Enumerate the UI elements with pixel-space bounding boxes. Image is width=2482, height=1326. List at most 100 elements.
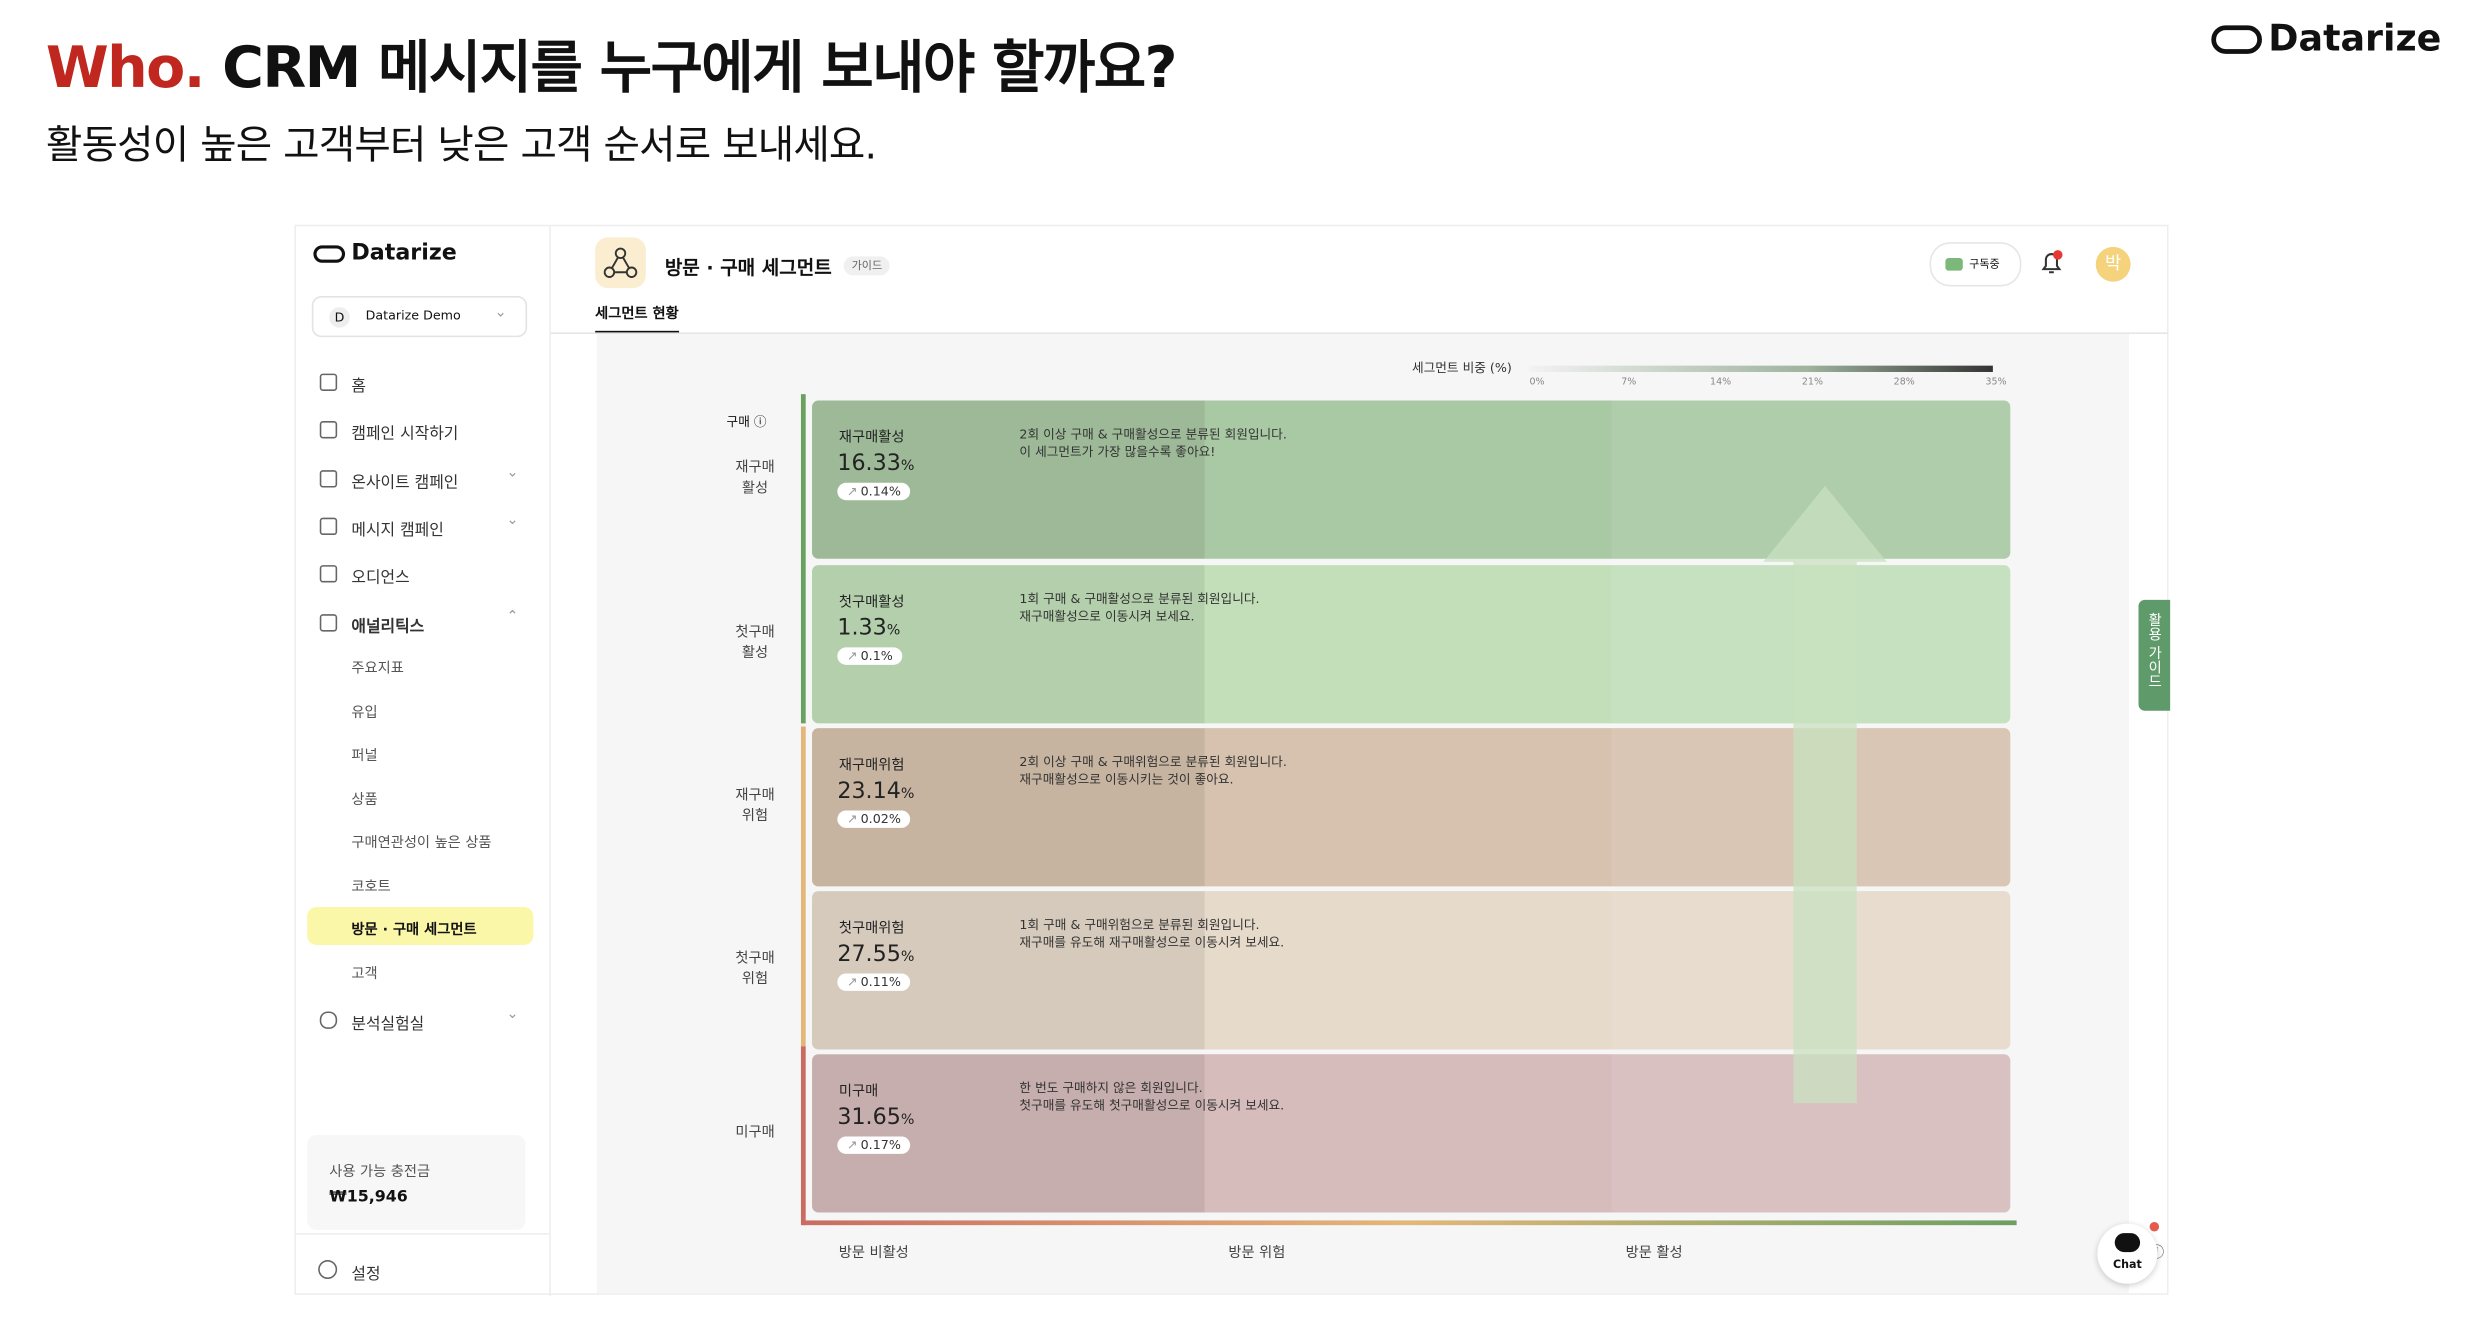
row-label-line: 위험	[741, 808, 769, 825]
chevron: ⌄	[506, 464, 519, 481]
segment-icon	[603, 247, 638, 278]
submenu-item[interactable]: 유입	[351, 705, 378, 722]
menu-icon	[319, 421, 338, 439]
menu-icon	[319, 517, 338, 535]
submenu-item[interactable]: 상품	[351, 792, 378, 809]
submenu-item[interactable]: 퍼널	[351, 748, 378, 765]
chevron: ⌄	[494, 305, 507, 322]
submenu-item[interactable]: 주요지표	[351, 661, 404, 678]
submenu-item[interactable]: 고객	[351, 966, 378, 983]
menu-item[interactable]: 오디언스	[351, 570, 410, 588]
row-label-line: 활성	[741, 645, 769, 662]
selected-bg	[307, 907, 534, 945]
app-window: Datarize D Datarize Demo ⌄ 사용 가능 충전금 ₩15…	[294, 224, 2171, 1297]
subscription-text: 구독중	[1969, 258, 2000, 271]
segment-change: ↗ 0.1%	[837, 647, 903, 665]
row-label: 재구매 활성	[715, 459, 794, 500]
guide-badge[interactable]: 가이드	[843, 256, 891, 276]
segment-change: ↗ 0.11%	[837, 973, 911, 991]
share-value: 1.33	[837, 615, 887, 642]
description-line: 재구매활성으로 이동시켜 보세요.	[1019, 609, 1195, 624]
side-tab[interactable]: 활용 가이드	[2138, 599, 2171, 711]
trend-icon: ↗	[846, 484, 858, 499]
side-tab-text: 활용 가이드	[2144, 612, 2161, 689]
change-value: 0.1%	[860, 648, 893, 664]
menu-item[interactable]: 캠페인 시작하기	[351, 426, 459, 444]
chat-button[interactable]: Chat	[2097, 1221, 2160, 1284]
menu-item[interactable]: 온사이트 캠페인	[351, 474, 459, 492]
share-unit: %	[900, 1112, 915, 1129]
y-axis-active	[800, 394, 806, 724]
subscription-badge[interactable]: 구독중	[1929, 242, 2022, 287]
change-value: 0.14%	[860, 484, 901, 499]
share-unit: %	[900, 459, 915, 475]
menu-icon	[319, 469, 338, 487]
bell-icon[interactable]	[2037, 249, 2065, 277]
chevron: ⌄	[506, 1006, 519, 1023]
segment-change: ↗ 0.14%	[837, 482, 911, 501]
description-line: 재구매를 유도해 재구매활성으로 이동시켜 보세요.	[1019, 935, 1285, 950]
y-axis-title: 구매 ⓘ	[726, 414, 767, 429]
credit-box: 사용 가능 충전금 ₩15,946	[307, 1134, 526, 1230]
share-unit: %	[886, 623, 901, 640]
credit-label: 사용 가능 충전금	[329, 1165, 431, 1181]
legend-tick: 7%	[1621, 376, 1637, 388]
segment-change: ↗ 0.17%	[837, 1136, 911, 1154]
legend-tick: 14%	[1710, 376, 1732, 388]
logo-text: Datarize	[351, 240, 457, 266]
share-unit: %	[900, 949, 915, 966]
segment-description: 2회 이상 구매 & 구매활성으로 분류된 회원입니다. 이 세그먼트가 가장 많…	[1019, 426, 1286, 461]
page-icon	[595, 237, 646, 289]
segment-name: 첫구매활성	[838, 595, 905, 611]
segment-description: 한 번도 구매하지 않은 회원입니다. 첫구매를 유도해 첫구매활성으로 이동시켜…	[1019, 1080, 1284, 1115]
row-label: 재구매 위험	[715, 787, 794, 828]
submenu-item[interactable]: 구매연관성이 높은 상품	[351, 835, 492, 852]
legend-tick: 35%	[1985, 376, 2007, 388]
settings[interactable]: 설정	[351, 1266, 381, 1284]
row-label: 미구매	[715, 1123, 794, 1144]
row-label-line: 첫구매	[735, 625, 775, 642]
menu-item[interactable]: 홈	[351, 378, 366, 396]
menu-icon	[319, 565, 338, 583]
trend-icon: ↗	[846, 1138, 858, 1153]
menu-icon	[319, 373, 338, 391]
menu-item[interactable]: 애널리틱스	[351, 618, 425, 636]
workspace-select[interactable]: D Datarize Demo ⌄	[311, 296, 528, 338]
menu-icon	[319, 1011, 338, 1029]
avatar[interactable]: 박	[2095, 246, 2131, 282]
segment-share: 31.65%	[837, 1105, 914, 1130]
segment-share: 27.55%	[837, 942, 914, 967]
row-label-line: 위험	[741, 971, 769, 988]
segment-card[interactable]: 미구매 31.65% ↗ 0.17% 한 번도 구매하지 않은 회원입니다. 첫구매를 유…	[812, 1054, 2011, 1213]
workspace-initial: D	[329, 307, 350, 328]
segment-share: 1.33%	[837, 616, 900, 641]
share-unit: %	[900, 786, 915, 803]
share-value: 27.55	[837, 941, 901, 968]
description-line: 1회 구매 & 구매위험으로 분류된 회원입니다.	[1019, 918, 1260, 933]
segment-description: 1회 구매 & 구매활성으로 분류된 회원입니다. 재구매활성으로 이동시켜 보세…	[1019, 590, 1259, 625]
legend-title: 세그먼트 비중 (%)	[1411, 360, 1512, 376]
legend-scale	[1529, 365, 1993, 372]
description-line: 2회 이상 구매 & 구매위험으로 분류된 회원입니다.	[1019, 755, 1287, 770]
column-shade	[812, 1054, 1205, 1213]
description-line: 2회 이상 구매 & 구매활성으로 분류된 회원입니다.	[1019, 427, 1287, 442]
description-line: 한 번도 구매하지 않은 회원입니다.	[1019, 1081, 1203, 1096]
x-axis-label: 방문 비활성	[838, 1245, 909, 1262]
chevron: ⌄	[506, 512, 519, 529]
change-value: 0.11%	[860, 975, 901, 990]
column-shade	[812, 400, 1205, 559]
divider	[296, 1233, 550, 1235]
tab[interactable]: 세그먼트 현황	[595, 302, 679, 334]
menu-item[interactable]: 분석실험실	[351, 1016, 425, 1034]
description-line: 1회 구매 & 구매활성으로 분류된 회원입니다.	[1019, 592, 1260, 607]
row-label-line: 활성	[741, 481, 769, 498]
chat-label: Chat	[2112, 1258, 2142, 1272]
submenu-item[interactable]: 방문 · 구매 세그먼트	[351, 922, 477, 939]
menu-item[interactable]: 메시지 캠페인	[351, 522, 444, 540]
segment-card[interactable]: 재구매활성 16.33% ↗ 0.14% 2회 이상 구매 & 구매활성으로 분류된 회…	[812, 400, 2011, 559]
column-shade	[812, 565, 1205, 724]
submenu-item[interactable]: 코호트	[351, 879, 391, 896]
segment-share: 23.14%	[837, 779, 914, 804]
brand-logo: Datarize	[2211, 19, 2441, 60]
